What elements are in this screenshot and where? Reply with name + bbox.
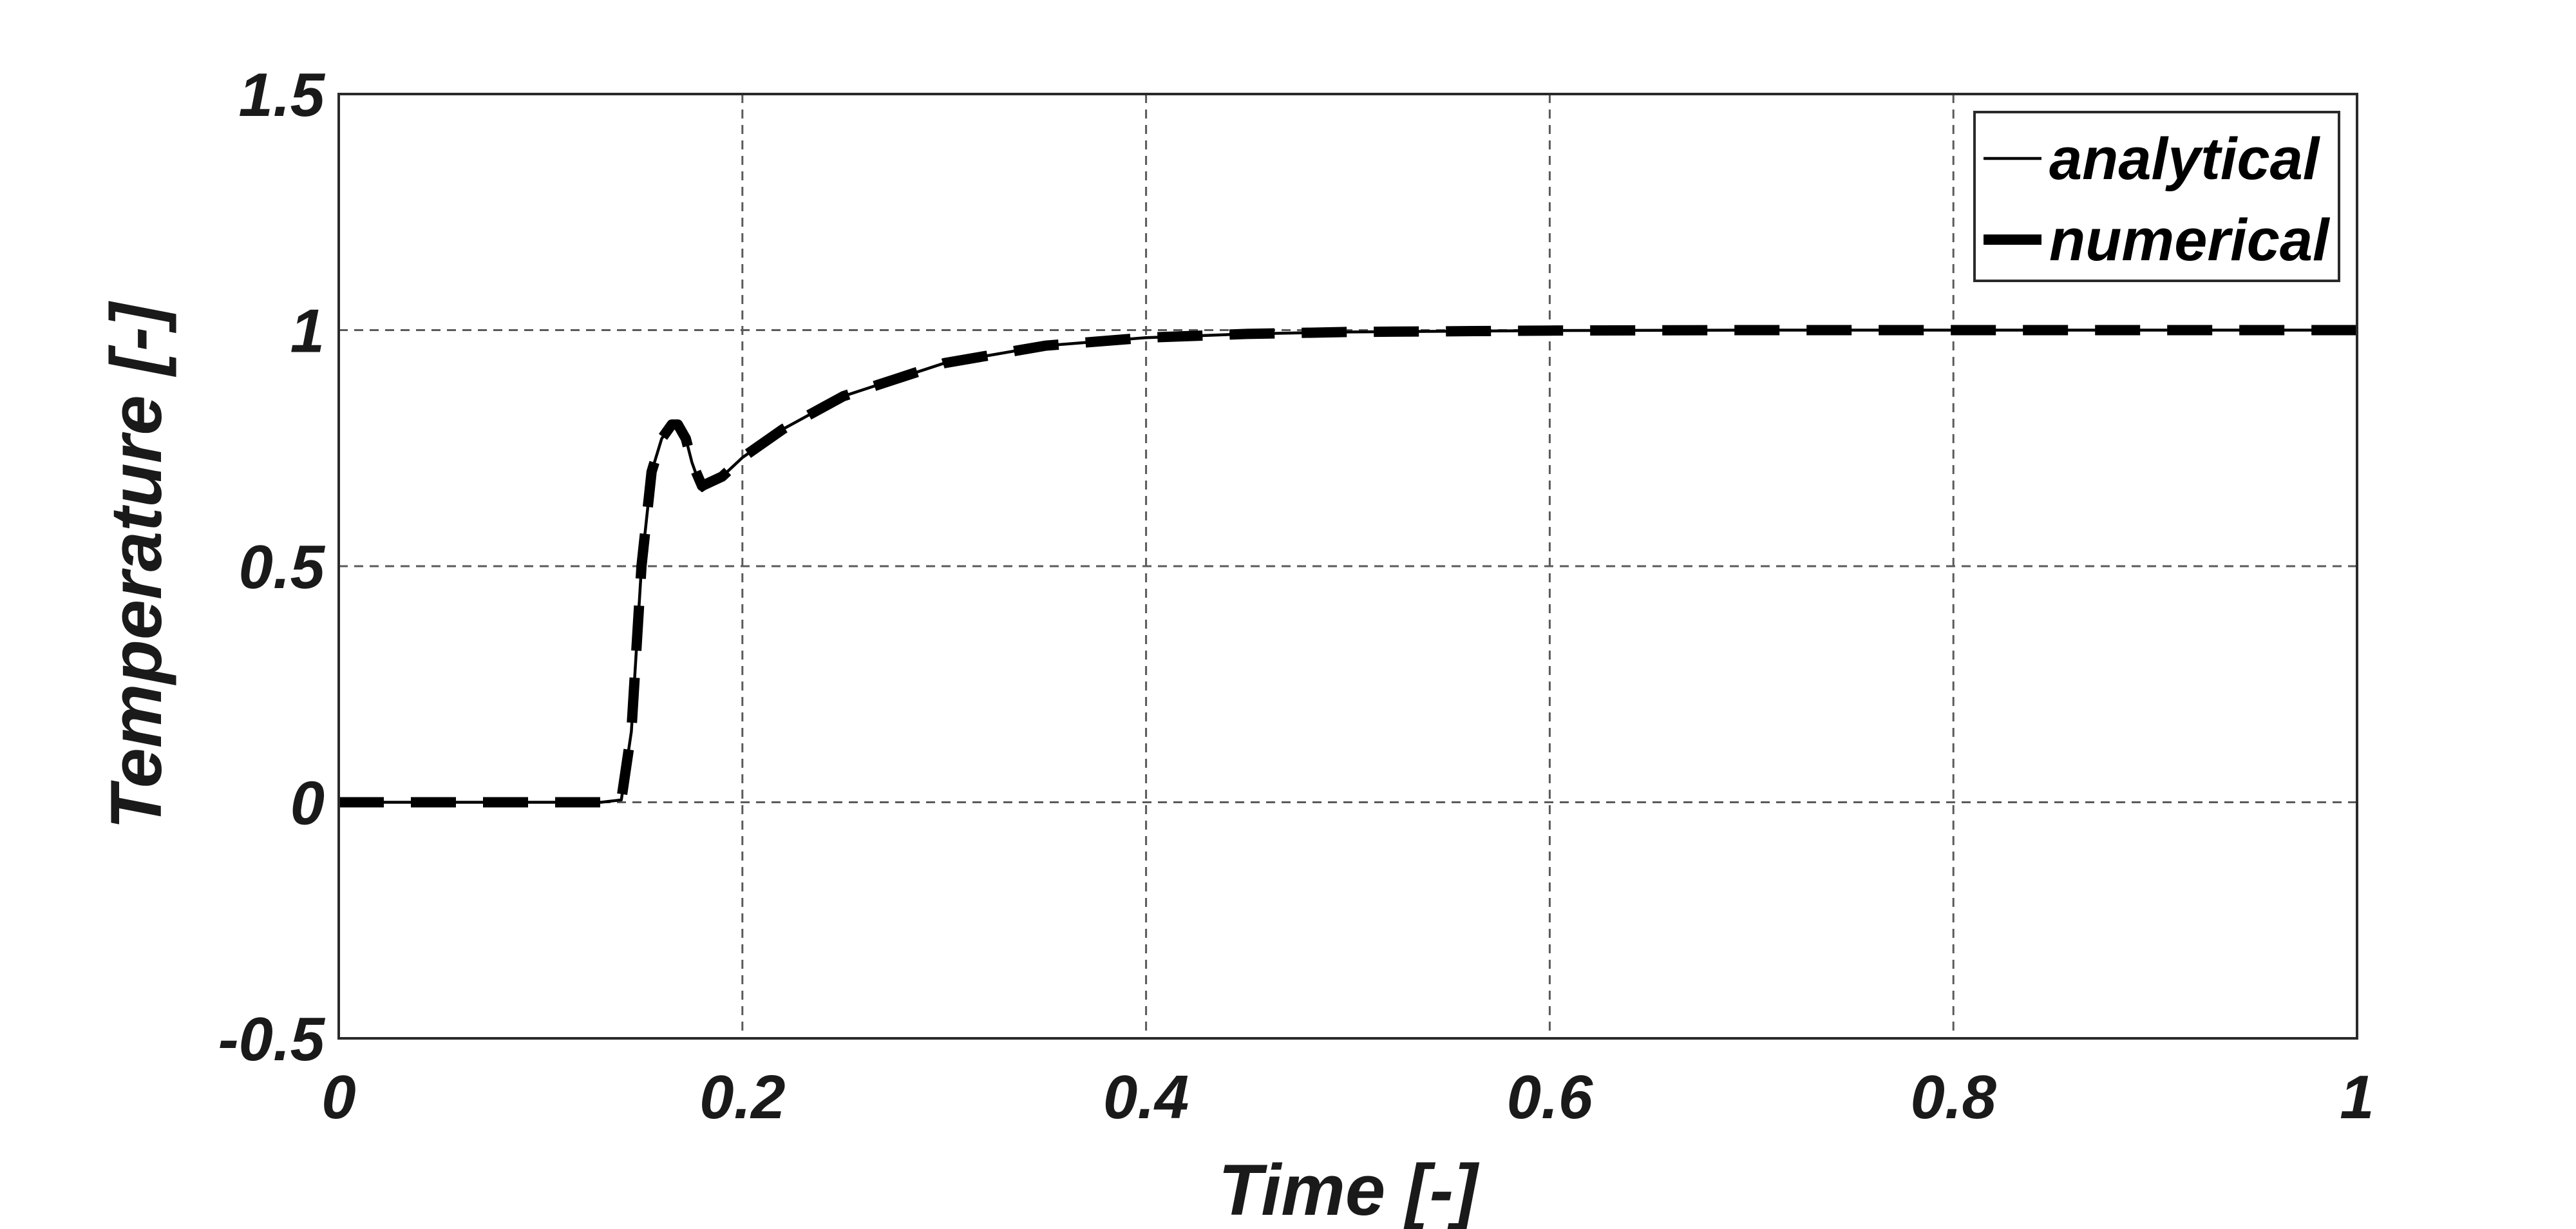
legend-items: analytical numerical [1984, 126, 2331, 273]
x-axis-title: Time [-] [1218, 1150, 1480, 1229]
y-tick-label: 1.5 [239, 61, 326, 129]
y-tick-label: -0.5 [218, 1005, 326, 1074]
y-tick-label: 0.5 [239, 533, 326, 602]
grid-lines [339, 94, 2357, 1038]
legend-label-analytical: analytical [2049, 126, 2321, 192]
x-tick-label: 1 [2340, 1063, 2374, 1132]
y-axis-title: Temperature [-] [96, 301, 176, 830]
x-tick-label: 0.2 [699, 1063, 785, 1132]
y-tick-label: 1 [290, 297, 325, 366]
tick-labels: 0 0.2 0.4 0.6 0.8 1-0.500.511.5 [218, 61, 2374, 1132]
series-line-analytical [339, 329, 2357, 804]
legend: analytical numerical [1973, 111, 2340, 282]
legend-box [1973, 111, 2340, 282]
plot-area-frame [337, 93, 2358, 1040]
x-tick-label: 0.4 [1103, 1063, 1189, 1132]
x-tick-label: 0.6 [1507, 1063, 1593, 1132]
legend-label-numerical: numerical [2049, 207, 2331, 273]
y-tick-label: 0 [290, 769, 325, 838]
x-tick-label: 0 [321, 1063, 355, 1132]
x-tick-label: 0.8 [1910, 1063, 1996, 1132]
series-lines [339, 325, 2357, 808]
